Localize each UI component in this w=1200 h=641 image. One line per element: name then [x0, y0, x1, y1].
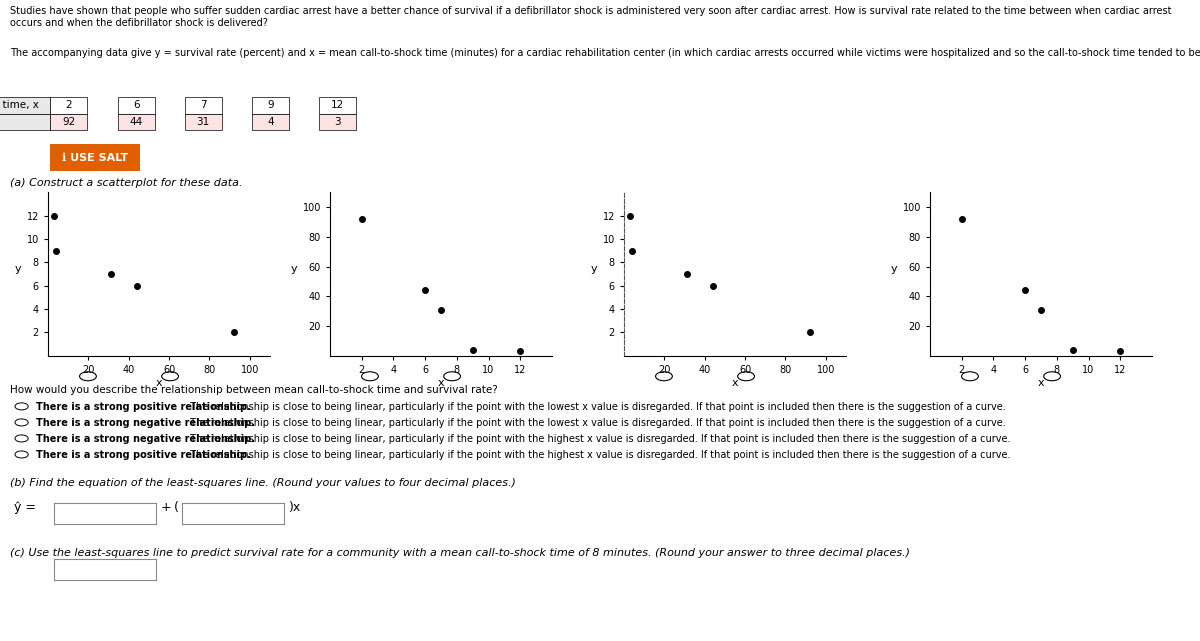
Point	[800, 328, 820, 338]
Point	[1111, 346, 1130, 356]
Y-axis label: y: y	[590, 264, 598, 274]
Point	[677, 269, 696, 279]
Text: How would you describe the relationship between mean call-to-shock time and surv: How would you describe the relationship …	[10, 385, 497, 395]
Point	[952, 214, 971, 224]
Point	[127, 281, 146, 291]
Text: ŷ =: ŷ =	[14, 501, 36, 514]
Text: The relationship is close to being linear, particularly if the point with the hi: The relationship is close to being linea…	[187, 434, 1010, 444]
Point	[352, 214, 371, 224]
Text: )x: )x	[289, 501, 301, 514]
X-axis label: x: x	[156, 378, 162, 388]
Text: The relationship is close to being linear, particularly if the point with the lo: The relationship is close to being linea…	[187, 418, 1006, 428]
Point	[47, 246, 66, 256]
Text: There is a strong positive relationship.: There is a strong positive relationship.	[36, 450, 251, 460]
Text: There is a strong negative relationship.: There is a strong negative relationship.	[36, 434, 256, 444]
Y-axis label: y: y	[890, 264, 898, 274]
Text: (: (	[174, 501, 179, 514]
Text: There is a strong negative relationship.: There is a strong negative relationship.	[36, 418, 256, 428]
Point	[1015, 285, 1034, 296]
Text: ℹ USE SALT: ℹ USE SALT	[62, 153, 128, 163]
X-axis label: x: x	[1038, 378, 1044, 388]
Text: (b) Find the equation of the least-squares line. (Round your values to four deci: (b) Find the equation of the least-squar…	[10, 478, 516, 488]
Text: (c) Use the least-squares line to predict survival rate for a community with a m: (c) Use the least-squares line to predic…	[10, 548, 910, 558]
Point	[1032, 304, 1051, 315]
Text: (a) Construct a scatterplot for these data.: (a) Construct a scatterplot for these da…	[10, 178, 242, 188]
Point	[620, 210, 640, 221]
Point	[101, 269, 120, 279]
Y-axis label: y: y	[14, 264, 22, 274]
Text: Studies have shown that people who suffer sudden cardiac arrest have a better ch: Studies have shown that people who suffe…	[10, 6, 1171, 28]
X-axis label: x: x	[732, 378, 738, 388]
Point	[623, 246, 642, 256]
Text: The relationship is close to being linear, particularly if the point with the hi: The relationship is close to being linea…	[187, 450, 1010, 460]
Text: There is a strong positive relationship.: There is a strong positive relationship.	[36, 402, 251, 412]
Point	[44, 210, 64, 221]
Y-axis label: y: y	[290, 264, 298, 274]
Point	[463, 345, 482, 355]
Point	[703, 281, 722, 291]
Point	[1063, 345, 1082, 355]
X-axis label: x: x	[438, 378, 444, 388]
Point	[415, 285, 434, 296]
Point	[511, 346, 530, 356]
Text: +: +	[161, 501, 172, 514]
Text: The accompanying data give y = survival rate (percent) and x = mean call-to-shoc: The accompanying data give y = survival …	[10, 48, 1200, 58]
Point	[224, 328, 244, 338]
Text: The relationship is close to being linear, particularly if the point with the lo: The relationship is close to being linea…	[187, 402, 1006, 412]
Point	[432, 304, 451, 315]
